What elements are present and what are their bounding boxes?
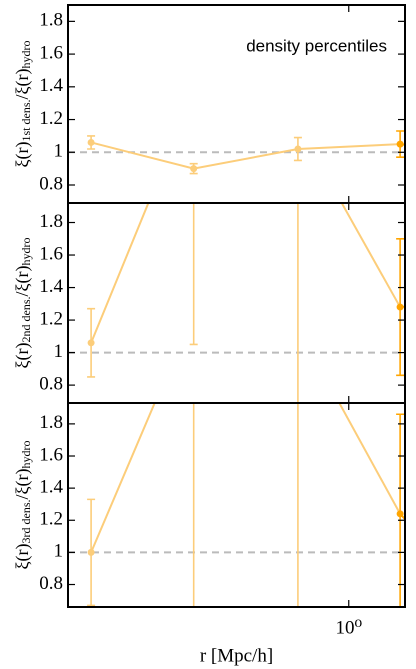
y-label-part: /ξ(r) [12,468,33,499]
y-tick-label: 1 [54,541,64,562]
series-line [90,203,150,344]
x-axis-label: r [Mpc/h] [200,645,273,666]
y-label-part: 1st dens. [19,100,33,142]
y-tick-label: 1.6 [39,42,63,63]
y-label-part: hydro [19,40,33,68]
y-tick-label: 1 [54,141,64,162]
data-point [294,145,302,153]
y-label-part: ξ(r) [12,142,33,168]
y-tick-label: 1.6 [39,243,63,264]
error-bar [297,203,299,403]
y-tick-label: 1.8 [39,211,63,232]
y-axis-label: ξ(r)3rd dens./ξ(r)hydro [12,440,33,569]
panel-frame [67,202,406,404]
y-tick-label: 1.2 [39,108,63,129]
x-tick-label: 10⁰ [335,617,362,638]
y-tick-label: 1 [54,341,64,362]
y-tick-label: 0.8 [39,373,63,394]
data-point [396,510,404,518]
data-point [396,140,404,148]
y-tick-label: 0.8 [39,573,63,594]
y-label-part: ξ(r) [12,544,33,570]
connector-line [297,143,401,150]
panel-frame [67,402,406,608]
series-line [90,141,299,170]
y-label-part: 2nd dens. [19,297,33,343]
y-label-part: ξ(r) [12,343,33,369]
y-label-part: hydro [19,440,33,468]
y-label-part: hydro [19,237,33,265]
y-tick-label: 1.2 [39,509,63,530]
annotation: density percentiles [246,36,387,55]
y-tick-label: 1.4 [39,75,63,96]
plot-area [68,403,405,607]
data-point [87,339,95,347]
connector-line [340,203,401,308]
y-axis-label: ξ(r)1st dens./ξ(r)hydro [12,40,33,167]
data-point [294,121,301,128]
error-bar [189,203,198,346]
y-tick-label: 1.6 [39,444,63,465]
plot-area [68,130,405,175]
y-tick-label: 1.4 [39,276,63,297]
data-point [87,138,95,146]
series-line [90,403,156,553]
y-tick-label: 0.8 [39,173,63,194]
data-point [190,165,198,173]
series-line [399,513,405,521]
y-label-part: /ξ(r) [12,265,33,296]
error-bar [297,403,299,607]
y-tick-label: 1.8 [39,10,63,31]
panel-frame [67,4,406,204]
plot-area [68,89,405,403]
y-label-part: 3rd dens. [19,500,33,544]
data-point [87,548,95,556]
connector-line [338,403,401,515]
y-tick-label: 1.8 [39,412,63,433]
error-bar [192,403,195,607]
data-point [396,303,404,311]
y-tick-label: 1.4 [39,476,63,497]
y-label-part: /ξ(r) [12,68,33,99]
y-tick-label: 1.2 [39,308,63,329]
y-axis-label: ξ(r)2nd dens./ξ(r)hydro [12,237,33,368]
data-point [190,89,197,96]
